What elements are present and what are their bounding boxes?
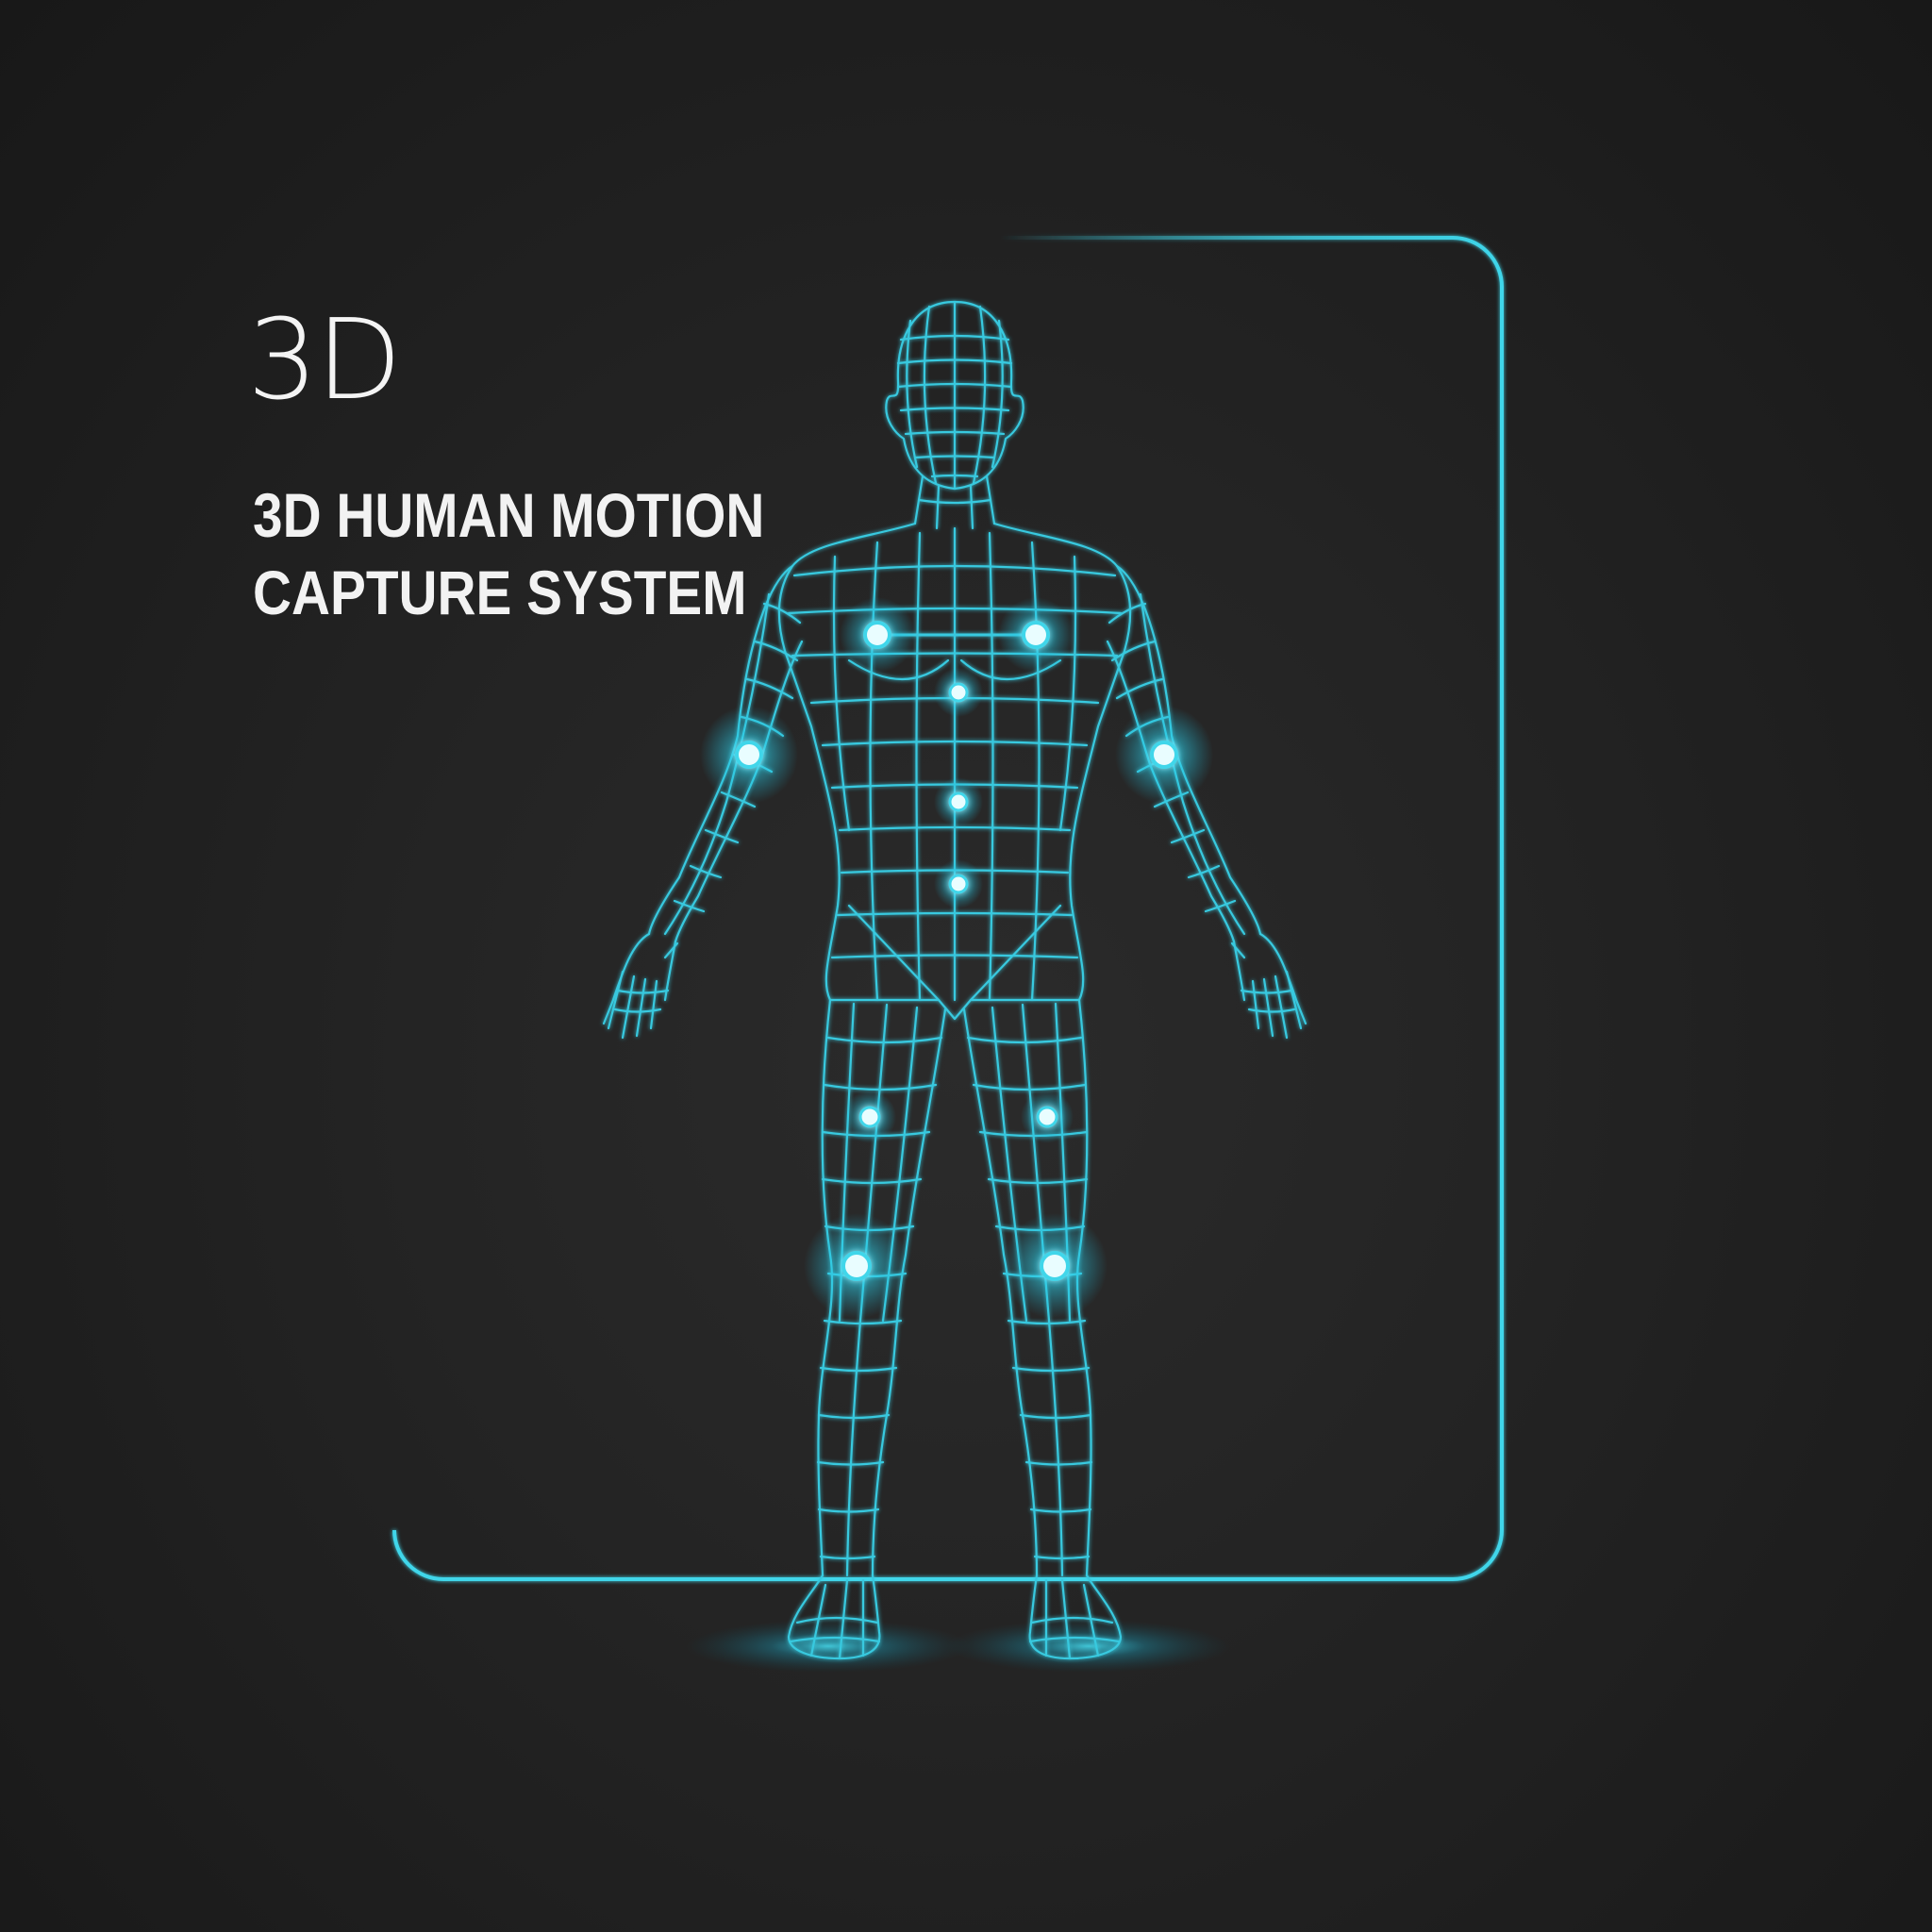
left-thigh-marker: [843, 1091, 896, 1143]
headline-subtitle-line-2: CAPTURE SYSTEM: [253, 558, 747, 627]
right-shoulder-marker: [998, 597, 1074, 673]
abdomen-marker: [934, 777, 983, 826]
wireframe-human-body-icon: [602, 300, 1307, 1660]
headline-3d: 3D: [247, 294, 402, 425]
right-elbow-marker: [1115, 706, 1213, 804]
headline-subtitle-line-1: 3D HUMAN MOTION: [253, 480, 765, 550]
left-shoulder-marker: [840, 597, 915, 673]
right-foot-glow: [947, 1620, 1230, 1673]
navel-marker: [934, 859, 983, 908]
right-knee-marker: [1002, 1213, 1108, 1319]
left-knee-marker: [804, 1213, 909, 1319]
left-elbow-marker: [700, 706, 798, 804]
sternum-marker: [934, 668, 983, 717]
right-thigh-marker: [1021, 1091, 1074, 1143]
left-foot-glow: [687, 1620, 970, 1673]
motion-capture-markers: [700, 597, 1213, 1319]
display-frame: [392, 236, 1504, 1581]
headline-subtitle: 3D HUMAN MOTION CAPTURE SYSTEM: [253, 476, 764, 631]
